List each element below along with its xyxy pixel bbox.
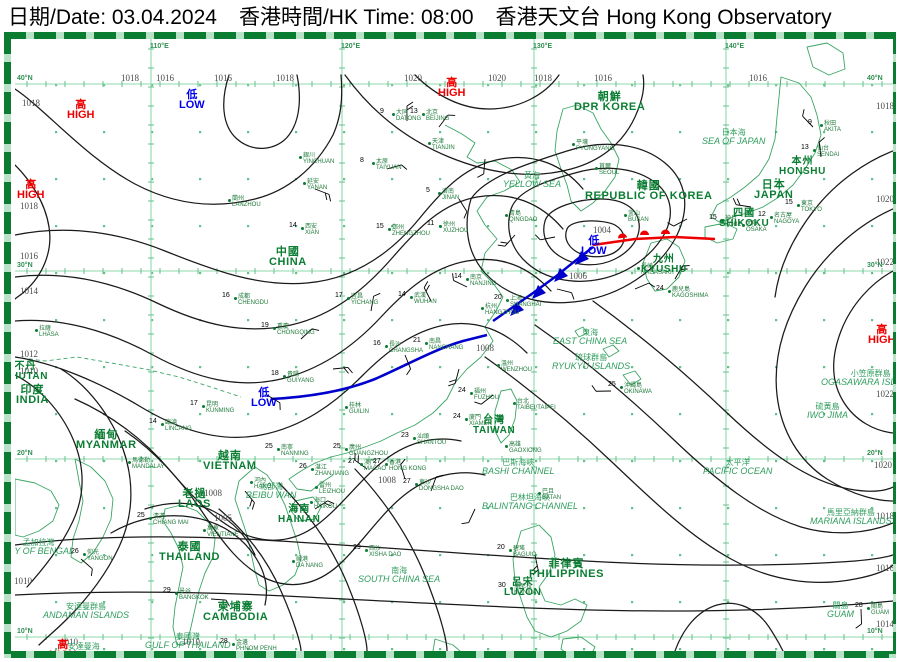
station-dot: [595, 167, 598, 170]
station-dot: [311, 468, 314, 471]
station-dot: [439, 225, 442, 228]
station-dot: [425, 342, 428, 345]
station-dot: [465, 418, 468, 421]
station-dot: [315, 486, 318, 489]
station-dot: [203, 529, 206, 532]
station-dot: [624, 214, 627, 217]
station-dot: [470, 392, 473, 395]
station-dot: [277, 448, 280, 451]
station-dot: [392, 113, 395, 116]
graticule-ticks: [26, 48, 883, 640]
map-frame: 1018 1018 1016 1014 1012 1010 1010 1018 1016 1016…: [4, 32, 896, 658]
station-dot: [497, 364, 500, 367]
station-dot: [513, 402, 516, 405]
map-svg: [15, 39, 893, 651]
station-dot: [509, 549, 512, 552]
station-dot: [505, 214, 508, 217]
station-dot: [299, 156, 302, 159]
station-dot: [813, 149, 816, 152]
station-dot: [385, 463, 388, 466]
station-dot: [283, 375, 286, 378]
station-dot: [250, 481, 253, 484]
station-dot: [466, 278, 469, 281]
station-dot: [506, 299, 509, 302]
station-dot: [742, 224, 745, 227]
station-dot: [668, 290, 671, 293]
station-dot: [202, 405, 205, 408]
station-dot: [820, 124, 823, 127]
station-dot: [415, 483, 418, 486]
station-dot: [510, 587, 513, 590]
station-dot: [128, 461, 131, 464]
station-dot: [273, 327, 276, 330]
cold-front: [492, 246, 594, 322]
station-dot: [149, 517, 152, 520]
station-dot: [161, 423, 164, 426]
station-dot: [867, 607, 870, 610]
header-source: 香港天文台 Hong Kong Observatory: [495, 6, 832, 29]
station-dot: [422, 113, 425, 116]
station-dot: [360, 463, 363, 466]
station-dot: [438, 192, 441, 195]
station-dot: [481, 307, 484, 310]
station-dot: [413, 437, 416, 440]
weather-chart: 1018 1018 1016 1014 1012 1010 1010 1018 1016 1016…: [0, 32, 900, 662]
frame-border-bottom: [4, 651, 896, 658]
station-dot: [345, 406, 348, 409]
station-dot: [345, 448, 348, 451]
isobars: [15, 74, 893, 651]
station-dot: [301, 227, 304, 230]
map-plot-area: 1018 1018 1016 1014 1012 1010 1010 1018 1016 1016…: [15, 39, 893, 651]
station-dot: [505, 445, 508, 448]
station-dot: [538, 492, 541, 495]
station-dot: [372, 162, 375, 165]
station-dot: [770, 216, 773, 219]
station-dot: [428, 142, 431, 145]
station-dot: [347, 297, 350, 300]
station-dot: [620, 386, 623, 389]
station-dot: [83, 553, 86, 556]
station-dot: [310, 501, 313, 504]
trough-line: [270, 333, 488, 401]
station-dot: [228, 199, 231, 202]
station-dot: [388, 228, 391, 231]
frame-border-top: [4, 32, 896, 39]
coastlines: [15, 42, 846, 651]
chart-header: 日期/Date: 03.04.2024 香港時間/HK Time: 08:00 …: [0, 0, 900, 32]
graticule-lines: [15, 39, 893, 651]
station-dot: [637, 267, 640, 270]
station-dot: [234, 297, 237, 300]
station-dot: [572, 143, 575, 146]
frame-border-left: [4, 32, 11, 658]
station-dot: [721, 219, 724, 222]
wind-barbs: [80, 101, 862, 629]
station-dot: [232, 643, 235, 646]
header-date: 日期/Date: 03.04.2024: [8, 6, 217, 29]
station-dot: [175, 592, 178, 595]
header-time: 香港時間/HK Time: 08:00: [238, 6, 474, 29]
station-dot: [797, 204, 800, 207]
station-dot: [303, 182, 306, 185]
station-dot: [365, 549, 368, 552]
station-dot: [385, 345, 388, 348]
warm-front: [592, 229, 716, 247]
station-dot: [292, 560, 295, 563]
station-dot: [410, 296, 413, 299]
station-dot: [35, 329, 38, 332]
